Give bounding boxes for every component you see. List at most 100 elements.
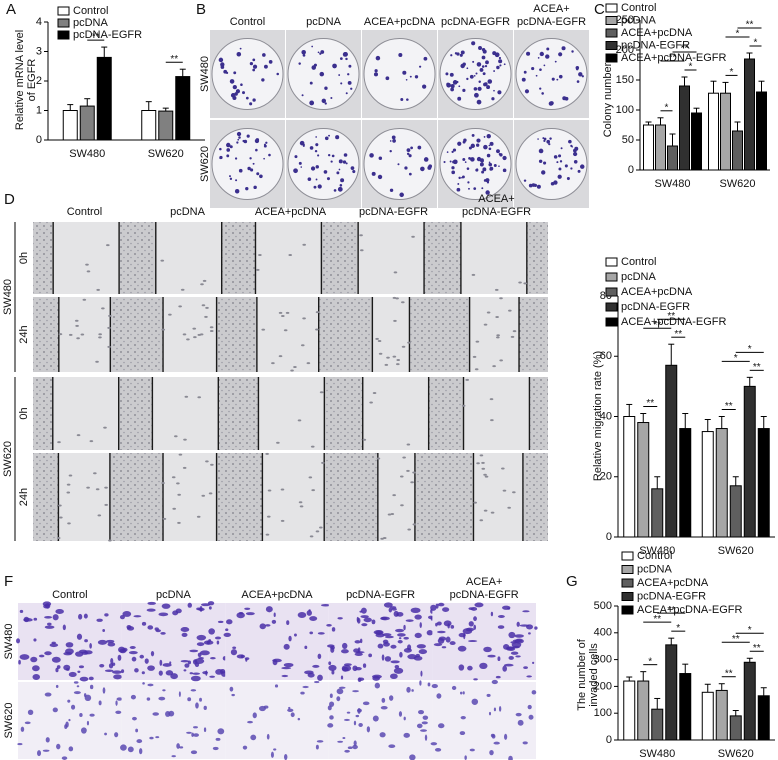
cell <box>512 330 517 333</box>
colony <box>263 157 265 160</box>
invaded-cell <box>33 617 38 621</box>
invaded-cell <box>199 605 203 612</box>
bar <box>62 110 78 141</box>
legend-label: ACEA+pcDNA <box>621 27 693 39</box>
colony <box>470 157 475 162</box>
colony <box>568 139 572 144</box>
bar <box>743 385 756 538</box>
colony <box>537 138 539 140</box>
invaded-cell <box>380 616 388 620</box>
invaded-cell <box>355 714 360 718</box>
colony <box>579 164 585 169</box>
cell <box>209 329 214 332</box>
cell <box>376 457 381 460</box>
bar <box>637 680 650 741</box>
cell <box>481 461 485 464</box>
cell <box>95 488 100 491</box>
invaded-cell <box>51 656 61 663</box>
invaded-cell <box>170 673 178 680</box>
invaded-cell <box>68 718 71 722</box>
invaded-cell <box>338 686 346 689</box>
invaded-cell <box>427 682 431 687</box>
cell <box>265 452 269 455</box>
invaded-cell <box>81 651 89 655</box>
colony <box>397 163 400 166</box>
cell <box>407 341 411 344</box>
invaded-cell <box>284 754 288 760</box>
legend-swatch <box>605 257 618 267</box>
invaded-cell <box>61 756 68 760</box>
column-header: Control <box>67 206 102 218</box>
colony <box>483 168 486 170</box>
invaded-cell <box>458 632 466 638</box>
scratch-gap <box>163 297 217 372</box>
colony <box>263 143 266 146</box>
colony <box>499 153 503 157</box>
invaded-cell <box>187 697 192 702</box>
invaded-cell <box>300 691 305 695</box>
invaded-cell <box>420 729 427 732</box>
colony <box>539 87 542 90</box>
colony <box>531 66 535 71</box>
cell <box>255 268 260 271</box>
colony <box>345 92 348 95</box>
invaded-cell <box>79 676 89 682</box>
invaded-cell <box>171 755 176 758</box>
cell <box>369 401 373 404</box>
colony <box>226 154 230 158</box>
invaded-cell <box>98 700 102 706</box>
cell <box>496 336 500 339</box>
invaded-cell <box>357 617 361 624</box>
cell <box>406 443 411 446</box>
colony <box>454 52 458 55</box>
colony <box>452 148 457 152</box>
cell <box>104 503 108 506</box>
invaded-cell <box>528 714 534 720</box>
cell <box>298 501 303 504</box>
cell <box>315 530 320 533</box>
cell <box>199 333 204 336</box>
y-axis-label: invaded cells <box>588 643 600 707</box>
colony <box>324 86 328 90</box>
image-cell <box>121 682 226 759</box>
cell <box>315 328 319 331</box>
colony <box>330 160 333 163</box>
y-tick-label: 100 <box>594 707 612 719</box>
invaded-cell <box>337 740 344 743</box>
invaded-cell <box>433 643 443 647</box>
invaded-cell <box>416 723 423 729</box>
invaded-cell <box>411 689 414 692</box>
bar <box>655 124 666 171</box>
colony <box>558 52 563 57</box>
invaded-cell <box>55 667 59 673</box>
cell <box>309 535 314 538</box>
cell <box>474 368 479 371</box>
cell <box>178 305 182 308</box>
invaded-cell <box>199 650 210 656</box>
colony <box>218 57 224 63</box>
colony <box>409 75 412 78</box>
colony <box>488 161 491 164</box>
y-tick-label: 40 <box>600 410 612 422</box>
invaded-cell <box>372 715 379 722</box>
significance-label: ** <box>170 54 178 65</box>
column-header: pcDNA <box>170 206 206 218</box>
colony <box>245 186 249 191</box>
column-header: pcDNA-EGFR <box>441 16 510 28</box>
colony <box>492 51 497 56</box>
invaded-cell <box>203 727 207 733</box>
invaded-cell <box>468 607 474 610</box>
colony <box>478 46 483 50</box>
colony <box>485 60 489 65</box>
cell <box>261 328 266 331</box>
cell <box>176 482 180 485</box>
colony <box>538 148 544 154</box>
colony <box>262 53 266 57</box>
invaded-cell <box>244 657 250 661</box>
cell <box>177 521 181 524</box>
colony <box>315 165 319 169</box>
invaded-cell <box>217 728 225 735</box>
cell <box>205 306 209 309</box>
colony <box>268 60 273 64</box>
colony <box>233 71 237 75</box>
